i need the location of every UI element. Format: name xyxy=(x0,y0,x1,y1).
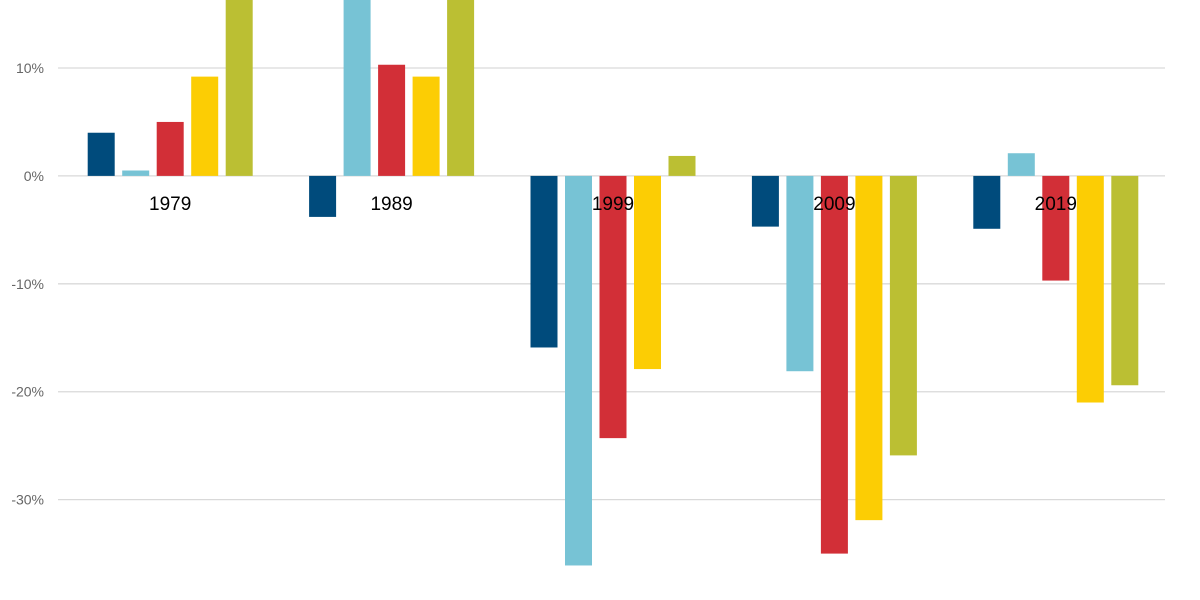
bar-1979-series-2 xyxy=(122,170,150,176)
y-axis-labels: 10% 0% -10% -20% -30% xyxy=(11,60,44,508)
y-tick-label: 10% xyxy=(16,60,44,76)
bar-1989-series-1 xyxy=(309,175,337,217)
bar-2009-series-4 xyxy=(855,175,883,521)
y-tick-label: 0% xyxy=(24,168,44,184)
bar-1989-series-4 xyxy=(412,76,440,176)
category-label: 2019 xyxy=(1035,194,1077,215)
bars xyxy=(87,0,1139,566)
bar-2019-series-3 xyxy=(1042,175,1070,281)
bar-2019-series-1 xyxy=(973,175,1001,229)
bar-1979-series-4 xyxy=(191,76,219,176)
y-tick-label: -20% xyxy=(11,384,44,400)
bar-1999-series-3 xyxy=(599,175,627,439)
bar-1989-series-2 xyxy=(343,0,371,176)
category-label: 1999 xyxy=(592,194,634,215)
bar-2019-series-4 xyxy=(1076,175,1104,403)
bar-1979-series-1 xyxy=(87,132,115,176)
category-label: 1979 xyxy=(149,194,191,215)
bar-1999-series-2 xyxy=(565,175,592,566)
bar-2009-series-5 xyxy=(889,175,917,456)
bar-2019-series-2 xyxy=(1007,153,1035,176)
category-label: 2009 xyxy=(813,194,855,215)
bar-1999-series-5 xyxy=(668,155,696,176)
bar-1999-series-1 xyxy=(530,175,558,348)
category-labels: 1979 1989 1999 2009 2019 xyxy=(149,194,1077,215)
bar-1989-series-5 xyxy=(447,0,475,176)
bar-1979-series-5 xyxy=(225,0,253,176)
y-tick-label: -30% xyxy=(11,492,44,508)
bar-1989-series-3 xyxy=(378,64,406,176)
bar-2009-series-2 xyxy=(786,175,814,372)
bar-1979-series-3 xyxy=(156,121,184,176)
category-label: 1989 xyxy=(370,194,412,215)
y-tick-label: -10% xyxy=(11,276,44,292)
bar-2019-series-5 xyxy=(1111,175,1139,386)
bar-2009-series-3 xyxy=(820,175,848,554)
bar-2009-series-1 xyxy=(751,175,779,227)
bar-1999-series-4 xyxy=(634,175,661,370)
